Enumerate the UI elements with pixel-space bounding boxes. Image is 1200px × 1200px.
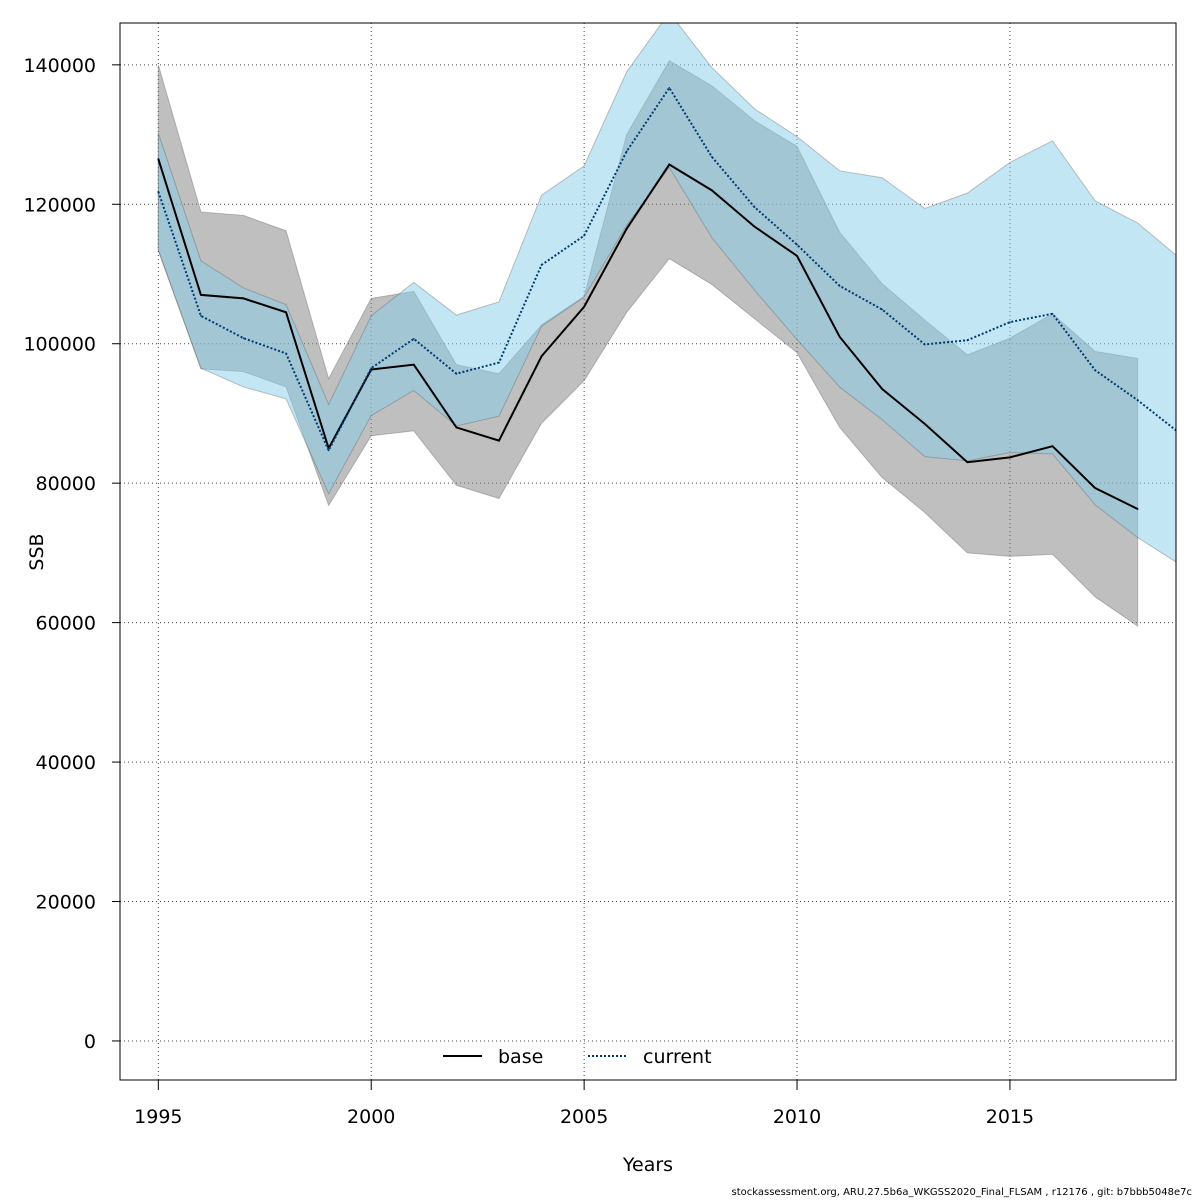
data-point-base — [583, 305, 585, 308]
data-point-base — [753, 225, 756, 228]
data-point-current — [370, 367, 373, 369]
data-point-base — [1009, 456, 1011, 459]
confidence-band-current — [157, 23, 1176, 563]
data-point-current — [540, 264, 543, 266]
data-point-base — [157, 158, 160, 160]
footer-credit: stockassessment.org, ARU.27.5b6a_WKGSS20… — [731, 1187, 1192, 1198]
data-point-base — [838, 335, 841, 338]
data-point-base — [413, 363, 415, 366]
x-tick-label: 2005 — [560, 1106, 608, 1128]
data-point-current — [157, 190, 160, 193]
y-tick-label: 60000 — [36, 613, 96, 635]
data-point-current — [668, 87, 671, 89]
x-axis-title: Years — [622, 1154, 673, 1176]
data-point-current — [242, 337, 245, 339]
plot-frame — [119, 22, 1177, 1081]
data-point-current — [923, 343, 926, 346]
data-point-current — [796, 243, 798, 246]
data-point-base — [200, 294, 202, 296]
data-point-current — [711, 156, 713, 158]
data-point-base — [923, 423, 926, 425]
data-point-current — [413, 338, 415, 340]
data-point-base — [668, 163, 671, 166]
data-point-base — [455, 426, 458, 429]
x-tick-label: 2015 — [986, 1106, 1034, 1128]
y-tick-label: 40000 — [36, 752, 96, 774]
data-point-current — [1051, 312, 1054, 315]
y-tick-label: 20000 — [36, 892, 96, 914]
data-point-base — [1051, 445, 1054, 448]
data-point-base — [285, 311, 287, 314]
data-point-base — [540, 355, 543, 358]
data-point-base — [498, 439, 500, 442]
data-point-base — [966, 461, 969, 464]
data-point-base — [1136, 508, 1139, 510]
data-point-base — [625, 227, 628, 230]
data-point-base — [242, 297, 245, 300]
data-point-current — [1009, 321, 1011, 323]
data-point-current — [1094, 369, 1096, 372]
data-point-current — [838, 285, 841, 287]
data-point-current — [1179, 433, 1181, 435]
y-tick-label: 100000 — [23, 334, 96, 356]
data-point-current — [498, 361, 500, 364]
data-point-current — [583, 234, 585, 237]
x-tick-label: 1995 — [134, 1106, 182, 1128]
y-axis-title: SSB — [26, 533, 48, 570]
x-axis-ticks: 1995 2000 2005 2010 2015 — [134, 1080, 1034, 1128]
y-tick-label: 140000 — [23, 55, 96, 77]
x-tick-label: 2010 — [773, 1106, 821, 1128]
legend-label-current: current — [643, 1046, 712, 1068]
data-point-current — [1136, 399, 1139, 402]
x-tick-label: 2000 — [347, 1106, 395, 1128]
legend-label-base: base — [498, 1046, 543, 1068]
data-point-current — [327, 449, 330, 452]
data-point-base — [1094, 487, 1096, 489]
series-line-base — [157, 158, 1139, 510]
legend: base current — [443, 1046, 712, 1068]
data-point-current — [966, 339, 969, 342]
y-tick-label: 80000 — [36, 473, 96, 495]
y-tick-label: 0 — [84, 1031, 96, 1053]
y-tick-label: 120000 — [23, 194, 96, 216]
data-point-current — [200, 315, 202, 317]
data-point-base — [881, 388, 883, 390]
data-point-current — [625, 150, 628, 153]
data-point-base — [796, 255, 798, 257]
data-point-current — [753, 206, 756, 208]
series-lines — [157, 85, 1181, 510]
data-point-base — [711, 189, 713, 192]
data-point-current — [455, 372, 458, 375]
data-point-current — [881, 308, 883, 311]
confidence-bands — [157, 23, 1176, 628]
data-point-current — [285, 352, 287, 355]
y-axis-ticks: 0 20000 40000 60000 80000 100000 120000 140000 — [23, 55, 120, 1053]
